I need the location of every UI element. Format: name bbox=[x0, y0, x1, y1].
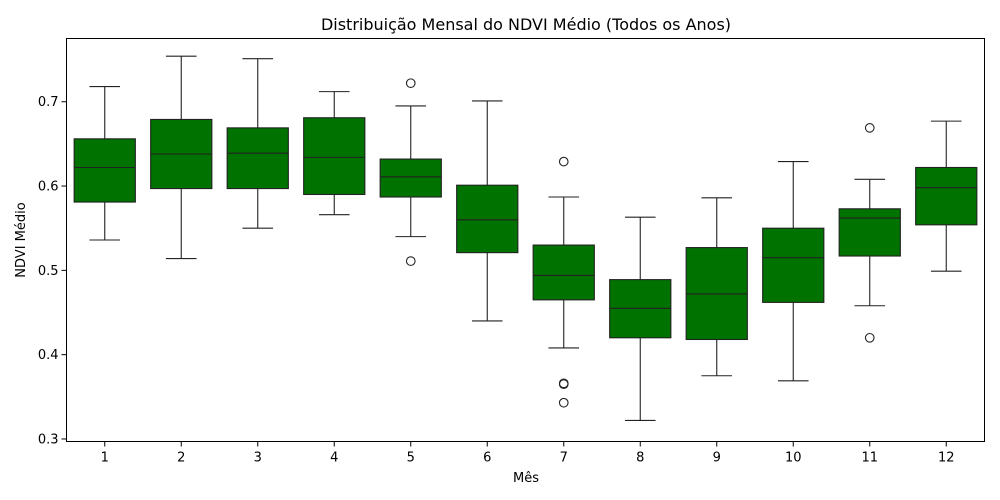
x-axis: 1 2 3 4 5 6 7 8 9 10 11 12 bbox=[101, 441, 955, 466]
box-group-11 bbox=[838, 123, 901, 343]
box-iqr bbox=[73, 138, 136, 203]
x-axis-label: Mês bbox=[513, 471, 539, 486]
outlier-point bbox=[405, 78, 416, 89]
box-group-12 bbox=[915, 120, 978, 272]
x-tick-label: 11 bbox=[861, 451, 878, 466]
y-tick-label: 0.7 bbox=[38, 95, 59, 110]
box-iqr bbox=[379, 158, 442, 198]
y-axis: 0.3 0.4 0.5 0.6 0.7 bbox=[38, 95, 67, 447]
x-tick-label: 10 bbox=[785, 451, 802, 466]
plot-area bbox=[73, 55, 978, 421]
x-tick-label: 2 bbox=[177, 451, 185, 466]
outlier-point bbox=[558, 156, 569, 167]
box-iqr bbox=[303, 117, 366, 196]
x-tick-label: 6 bbox=[483, 451, 491, 466]
box-group-9 bbox=[685, 197, 748, 377]
box-group-2 bbox=[150, 55, 213, 260]
box-iqr bbox=[915, 166, 978, 226]
outlier-point bbox=[864, 332, 875, 343]
x-tick-label: 3 bbox=[254, 451, 262, 466]
box-group-3 bbox=[226, 58, 289, 229]
y-tick-label: 0.3 bbox=[38, 432, 59, 447]
x-tick-label: 12 bbox=[938, 451, 955, 466]
box-group-8 bbox=[609, 216, 672, 421]
x-tick-label: 5 bbox=[407, 451, 415, 466]
x-tick-label: 9 bbox=[713, 451, 721, 466]
y-tick-label: 0.6 bbox=[38, 180, 59, 195]
x-tick-label: 7 bbox=[560, 451, 568, 466]
box-iqr bbox=[532, 244, 595, 301]
box-group-4 bbox=[303, 91, 366, 216]
box-group-7 bbox=[532, 156, 595, 408]
chart-title: Distribuição Mensal do NDVI Médio (Todos… bbox=[321, 15, 731, 34]
box-iqr bbox=[762, 227, 825, 303]
y-tick-label: 0.5 bbox=[38, 264, 59, 279]
box-group-6 bbox=[456, 100, 519, 322]
box-iqr bbox=[226, 127, 289, 190]
box-iqr bbox=[838, 208, 901, 257]
outlier-point bbox=[558, 379, 569, 390]
outlier-point bbox=[405, 256, 416, 266]
x-tick-label: 8 bbox=[636, 451, 644, 466]
x-tick-label: 4 bbox=[330, 451, 338, 466]
y-tick-label: 0.4 bbox=[38, 348, 59, 363]
box-group-5 bbox=[379, 78, 442, 266]
box-group-10 bbox=[762, 161, 825, 382]
outlier-point bbox=[864, 123, 875, 133]
box-group-1 bbox=[73, 86, 136, 241]
plot-frame bbox=[66, 38, 985, 442]
x-tick-label: 1 bbox=[101, 451, 109, 466]
y-axis-label: NDVI Médio bbox=[14, 202, 29, 277]
outlier-point bbox=[558, 397, 569, 408]
box-iqr bbox=[456, 184, 519, 254]
